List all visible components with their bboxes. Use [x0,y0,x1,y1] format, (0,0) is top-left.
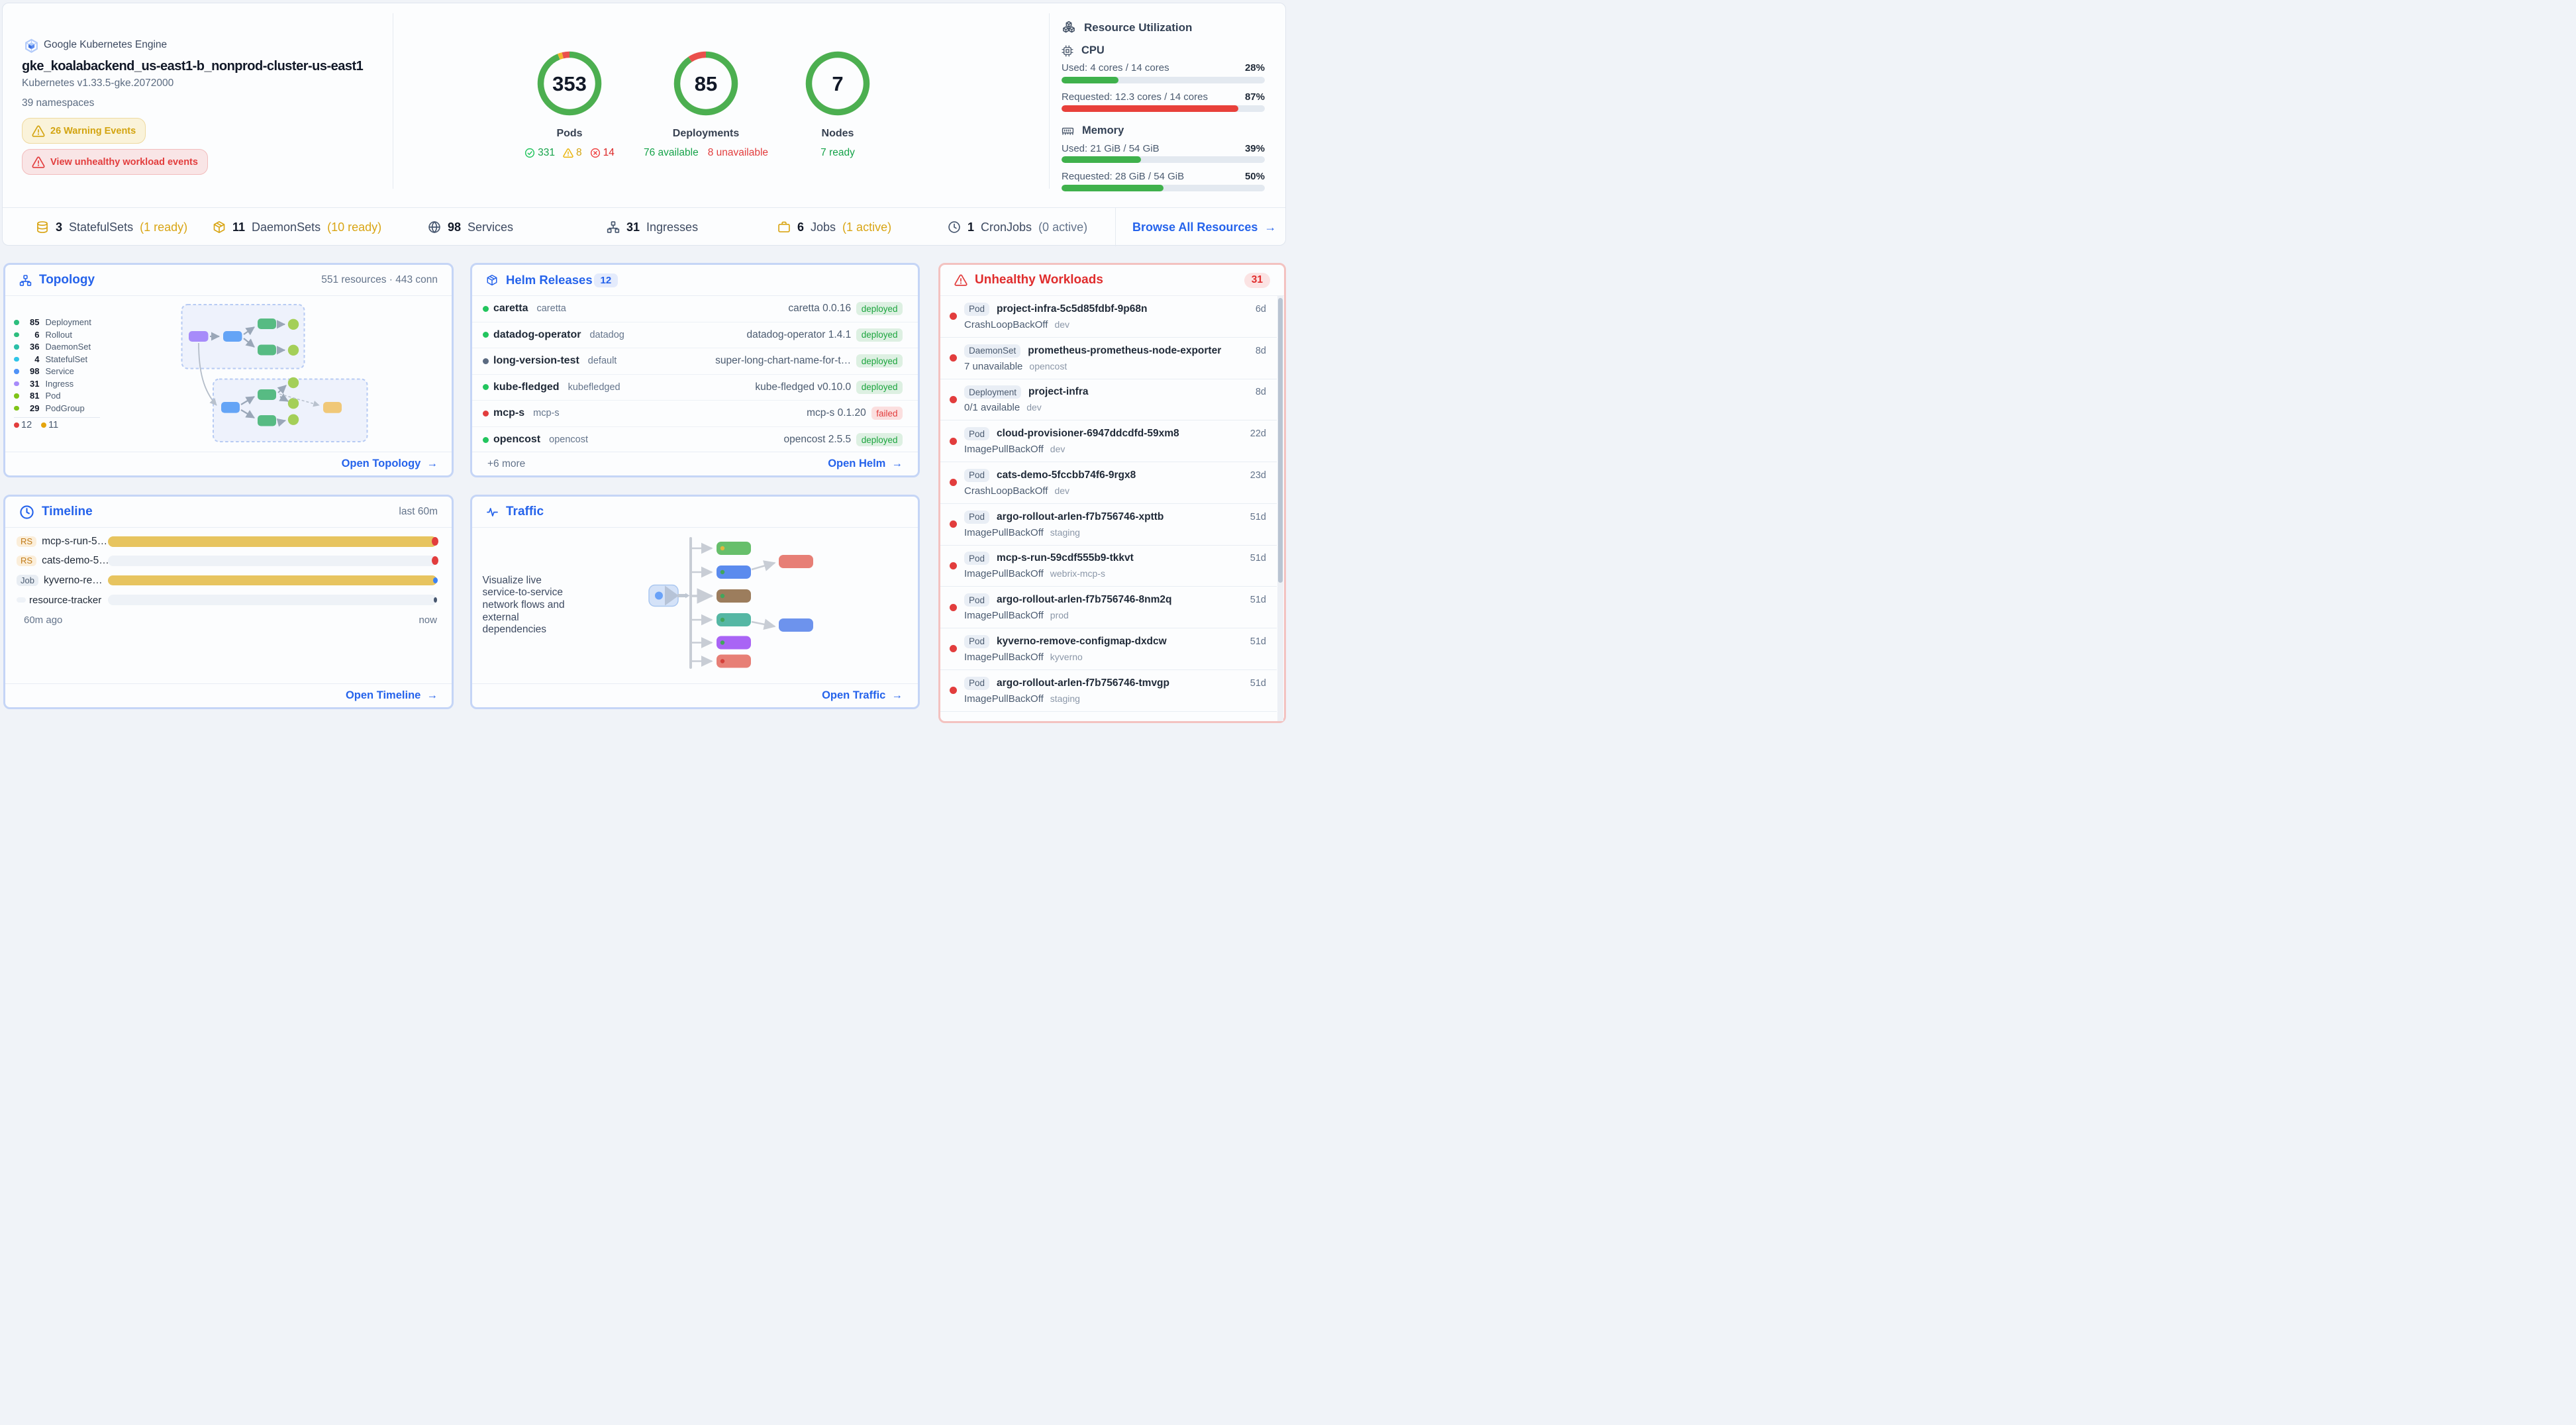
svg-text:7: 7 [832,72,843,95]
svg-text:353: 353 [552,72,587,95]
svg-text:85: 85 [695,72,717,95]
